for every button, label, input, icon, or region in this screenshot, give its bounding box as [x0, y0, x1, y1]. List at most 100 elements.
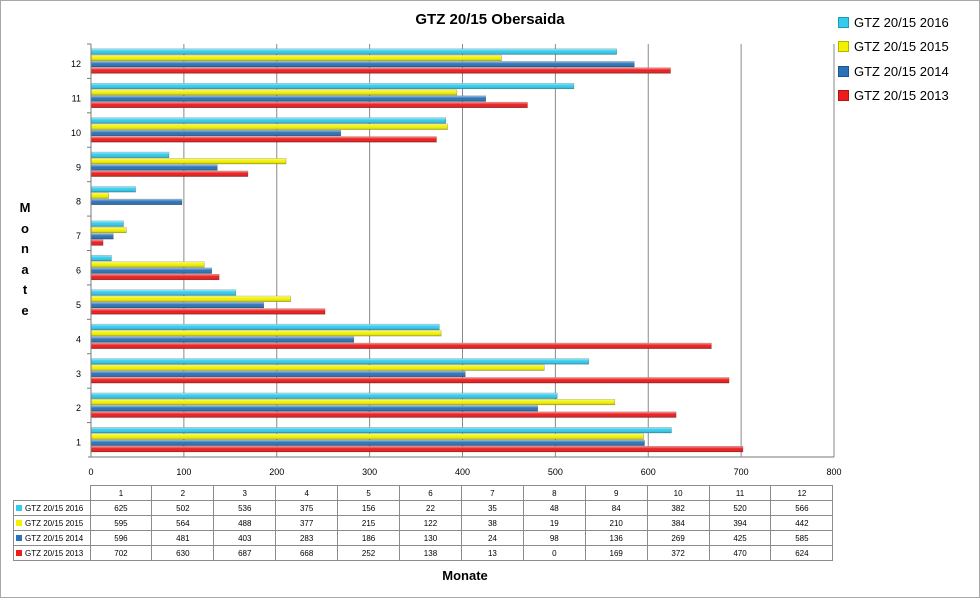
- table-cell: 0: [522, 545, 586, 561]
- bar: [90, 405, 538, 412]
- bar: [90, 158, 287, 165]
- x-tick-label: 300: [362, 467, 377, 477]
- x-tick-label: 500: [548, 467, 563, 477]
- table-cell: 122: [399, 515, 462, 531]
- table-cell: 210: [584, 515, 648, 531]
- y-tick-label: 8: [76, 197, 81, 207]
- legend-swatch: [838, 90, 849, 102]
- table-header-cell: 11: [708, 485, 772, 501]
- table-cell: 585: [770, 530, 834, 546]
- legend-label: GTZ 20/15 2014: [854, 63, 949, 79]
- table-cell: 382: [646, 500, 710, 516]
- table-corner: [14, 486, 91, 501]
- table-header-cell: 7: [460, 485, 524, 501]
- bar: [90, 370, 466, 378]
- bar: [90, 267, 212, 274]
- bar: [90, 255, 112, 262]
- bar: [90, 273, 220, 281]
- x-tick-label: 800: [826, 467, 841, 477]
- bar: [90, 151, 170, 158]
- table-cell: 702: [89, 545, 153, 561]
- table-cell: 596: [89, 530, 153, 546]
- data-table: 1 2 3 4 5 6 7 8 9 10 11 12 GTZ 20/15 2016 625 502 536 37…: [13, 485, 834, 561]
- table-header-cell: 5: [337, 485, 401, 501]
- table-series-name: GTZ 20/15 2016: [25, 503, 84, 513]
- x-tick-label: 0: [88, 467, 93, 477]
- table-row: GTZ 20/15 2014 596 481 403 283 186 130 24 98 136 2…: [13, 530, 834, 546]
- bar: [90, 392, 558, 399]
- table-swatch: [16, 535, 22, 542]
- y-axis-label-letter: o: [21, 220, 29, 236]
- table-cell: 536: [213, 500, 277, 516]
- y-axis-label-letter: a: [21, 261, 29, 277]
- y-tick-label: 6: [76, 266, 81, 276]
- bar: [90, 336, 355, 343]
- y-tick-label: 4: [76, 334, 81, 344]
- bar: [90, 226, 127, 234]
- y-tick-label: 7: [76, 231, 81, 241]
- table-header-cell: 9: [584, 485, 648, 501]
- table-series-name: GTZ 20/15 2014: [25, 533, 84, 543]
- bar: [90, 123, 448, 130]
- table-series-name: GTZ 20/15 2015: [25, 518, 84, 528]
- table-cell: 625: [89, 500, 153, 516]
- bar: [90, 48, 617, 55]
- table-header-cell: 6: [399, 485, 462, 501]
- legend-swatch: [838, 41, 849, 53]
- table-cell: 130: [399, 530, 462, 546]
- table-header-cell: 1: [89, 485, 153, 501]
- table-row-header: GTZ 20/15 2013: [13, 545, 91, 561]
- x-tick-label: 100: [176, 467, 191, 477]
- bar: [90, 233, 114, 240]
- bar: [90, 61, 635, 68]
- table-cell: 156: [337, 500, 401, 516]
- bar: [90, 101, 528, 108]
- bar: [90, 198, 183, 205]
- y-tick-label: 2: [76, 403, 81, 413]
- bar: [90, 323, 440, 331]
- table-header-cell: 8: [522, 485, 586, 501]
- table-cell: 595: [89, 515, 153, 531]
- bar: [90, 170, 249, 177]
- bar: [90, 446, 744, 453]
- bar: [90, 67, 671, 74]
- table-cell: 375: [275, 500, 339, 516]
- y-tick-label: 9: [76, 162, 81, 172]
- table-row: GTZ 20/15 2015 595 564 488 377 215 122 38 19 210 3…: [13, 515, 834, 531]
- bar: [90, 358, 590, 365]
- table-cell: 566: [770, 500, 834, 516]
- bar: [90, 130, 342, 137]
- table-cell: 186: [337, 530, 401, 546]
- bar: [90, 302, 264, 309]
- table-row-header: GTZ 20/15 2015: [13, 515, 91, 531]
- table-swatch: [16, 505, 22, 512]
- x-tick-label: 700: [734, 467, 749, 477]
- table-cell: 668: [275, 545, 339, 561]
- table-cell: 442: [770, 515, 834, 531]
- bar: [90, 289, 237, 296]
- bar: [90, 433, 644, 440]
- table-cell: 502: [151, 500, 215, 516]
- table-header-cell: 3: [213, 485, 277, 501]
- bar: [90, 220, 124, 227]
- y-tick-label: 1: [76, 438, 81, 448]
- legend-item: GTZ 20/15 2013: [838, 84, 949, 109]
- bar: [90, 308, 326, 315]
- table-cell: 269: [646, 530, 710, 546]
- table-cell: 372: [646, 545, 710, 561]
- table-cell: 520: [708, 500, 772, 516]
- table-cell: 624: [770, 545, 834, 561]
- bar: [90, 186, 136, 193]
- bar: [90, 117, 447, 124]
- y-tick-label: 10: [71, 128, 81, 138]
- table-cell: 425: [708, 530, 772, 546]
- table-cell: 38: [460, 515, 524, 531]
- table-cell: 35: [460, 500, 524, 516]
- table-header-cell: 10: [646, 485, 710, 501]
- table-cell: 19: [522, 515, 586, 531]
- table-cell: 138: [399, 545, 462, 561]
- bar: [90, 136, 437, 143]
- bar: [90, 295, 291, 302]
- legend: GTZ 20/15 2016 GTZ 20/15 2015 GTZ 20/15 20…: [838, 10, 949, 108]
